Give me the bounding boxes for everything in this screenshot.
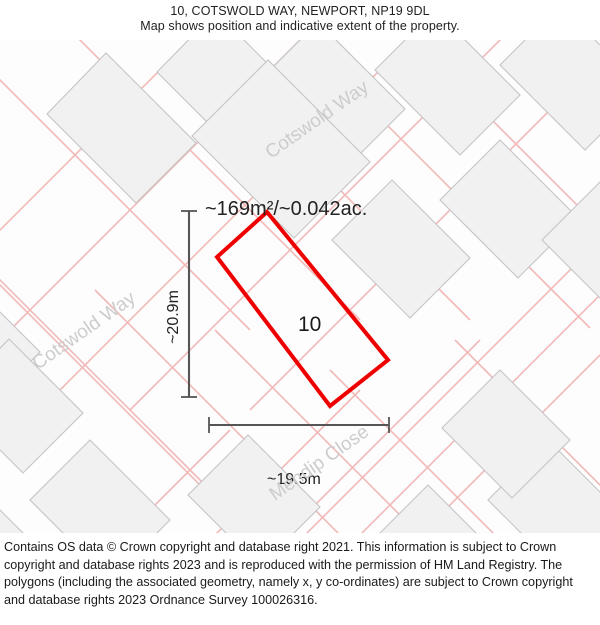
map-canvas[interactable]: ~169m²/~0.042ac. 10 ~19.5m ~20.9m Cotswo… bbox=[0, 40, 600, 533]
page-subtitle: Map shows position and indicative extent… bbox=[140, 19, 460, 33]
map-footer: Contains OS data © Crown copyright and d… bbox=[0, 533, 600, 625]
map-header: 10, COTSWOLD WAY, NEWPORT, NP19 9DL Map … bbox=[0, 0, 600, 40]
page-title: 10, COTSWOLD WAY, NEWPORT, NP19 9DL bbox=[170, 4, 430, 18]
map-vector-layer bbox=[0, 40, 600, 533]
building-footprints bbox=[0, 40, 600, 533]
property-plot-outline[interactable] bbox=[214, 209, 391, 409]
copyright-notice: Contains OS data © Crown copyright and d… bbox=[4, 540, 573, 607]
dimension-lines bbox=[181, 210, 390, 433]
